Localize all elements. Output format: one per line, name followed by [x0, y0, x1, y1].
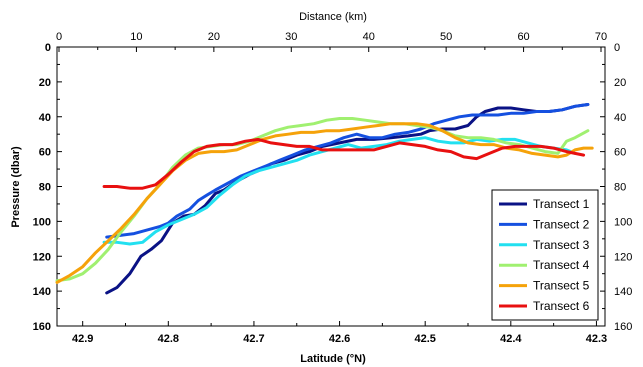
right-y-tick-label: 20 — [614, 77, 626, 89]
right-y-tick-label: 120 — [614, 251, 632, 263]
right-y-tick-label: 140 — [614, 286, 632, 298]
y-tick-label: 60 — [39, 147, 51, 159]
y-tick-label: 20 — [39, 77, 51, 89]
top-tick-label: 30 — [285, 31, 297, 43]
y-tick-label: 100 — [33, 216, 51, 228]
y-tick-label: 160 — [33, 321, 51, 333]
x-tick-label: 42.5 — [414, 333, 435, 345]
top-tick-label: 70 — [595, 31, 607, 43]
right-y-tick-label: 100 — [614, 216, 632, 228]
series-line-6 — [102, 137, 586, 190]
y-tick-label: 0 — [45, 42, 51, 54]
right-y-tick-label: 60 — [614, 147, 626, 159]
top-axis-title: Distance (km) — [299, 11, 367, 23]
series-layer — [55, 103, 594, 295]
top-tick-label: 10 — [130, 31, 142, 43]
legend-box — [491, 189, 599, 321]
y-tick-label: 80 — [39, 182, 51, 194]
x-tick-label: 42.7 — [243, 333, 264, 345]
right-y-tick-label: 80 — [614, 182, 626, 194]
x-axis-title: Latitude (°N) — [300, 353, 366, 365]
right-y-tick-label: 40 — [614, 112, 626, 124]
series-line-2 — [105, 103, 590, 239]
axes-layer: 42.9 42.8 42.7 42.6 42.5 42.4 42.3 0 10 20 30 40 50 6… — [33, 31, 633, 345]
y-tick-label: 140 — [33, 286, 51, 298]
top-tick-label: 60 — [517, 31, 529, 43]
x-tick-label: 42.3 — [586, 333, 607, 345]
legend-label-2: Transect 2 — [533, 217, 590, 231]
x-tick-label: 42.8 — [158, 333, 179, 345]
x-tick-label: 42.9 — [72, 333, 93, 345]
x-tick-label: 42.6 — [329, 333, 350, 345]
top-tick-label: 40 — [363, 31, 375, 43]
y-tick-label: 120 — [33, 251, 51, 263]
top-tick-label: 20 — [208, 31, 220, 43]
top-tick-label: 0 — [56, 31, 62, 43]
legend-label-1: Transect 1 — [533, 197, 590, 211]
legend: Transect 1 Transect 2 Transect 3 Transect 4… — [491, 189, 599, 321]
legend-label-6: Transect 6 — [533, 299, 590, 313]
x-tick-label: 42.4 — [500, 333, 522, 345]
series-line-5 — [55, 122, 594, 284]
top-tick-label: 50 — [440, 31, 452, 43]
y-tick-label: 40 — [39, 112, 51, 124]
right-y-tick-label: 0 — [614, 42, 620, 54]
legend-label-5: Transect 5 — [533, 279, 590, 293]
y-axis-title: Pressure (dbar) — [10, 146, 22, 228]
legend-label-4: Transect 4 — [533, 258, 590, 272]
right-y-tick-label: 160 — [614, 321, 632, 333]
legend-label-3: Transect 3 — [533, 238, 590, 252]
